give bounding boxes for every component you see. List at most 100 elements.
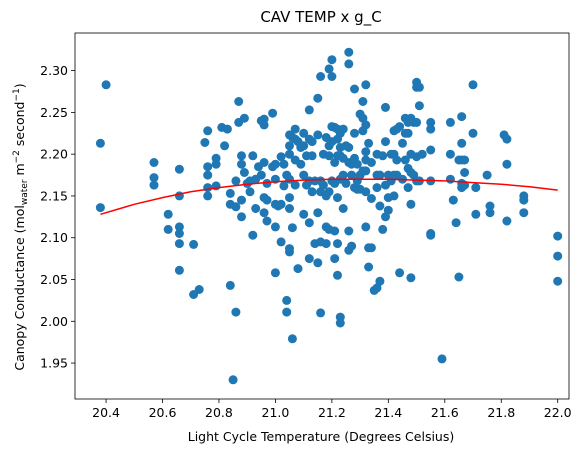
data-point-116 xyxy=(313,258,323,268)
data-point-16 xyxy=(194,285,204,294)
data-point-20 xyxy=(203,170,213,180)
data-point-21 xyxy=(203,183,213,193)
x-tick-label: 20.8 xyxy=(205,405,233,420)
data-point-229 xyxy=(400,155,410,165)
data-point-13 xyxy=(174,265,184,275)
data-point-243 xyxy=(412,117,422,127)
data-point-250 xyxy=(426,117,436,127)
data-point-59 xyxy=(262,178,272,188)
trend-line xyxy=(100,178,558,216)
data-point-163 xyxy=(344,143,354,152)
data-point-260 xyxy=(448,195,458,205)
data-point-205 xyxy=(378,151,388,161)
data-point-103 xyxy=(304,105,314,115)
data-point-113 xyxy=(313,93,323,103)
y-tick-label: 2.00 xyxy=(40,314,68,329)
data-point-272 xyxy=(468,80,478,90)
data-point-114 xyxy=(313,130,323,140)
data-point-213 xyxy=(383,205,393,215)
data-point-171 xyxy=(350,128,359,138)
data-point-121 xyxy=(316,308,326,318)
data-point-169 xyxy=(347,241,357,251)
data-point-11 xyxy=(174,229,184,238)
data-point-40 xyxy=(237,195,246,205)
data-point-288 xyxy=(553,276,563,286)
data-point-79 xyxy=(285,141,294,151)
y-axis-label: Canopy Conductance (molwater m−2 second−… xyxy=(12,83,30,370)
data-point-231 xyxy=(403,128,413,138)
data-point-32 xyxy=(228,375,238,385)
data-point-142 xyxy=(330,254,340,264)
data-point-148 xyxy=(333,270,342,280)
data-point-47 xyxy=(248,151,258,161)
data-point-106 xyxy=(304,218,314,228)
data-point-43 xyxy=(239,168,249,177)
data-point-82 xyxy=(285,193,294,203)
data-point-94 xyxy=(293,264,303,274)
data-point-275 xyxy=(471,209,481,219)
data-point-42 xyxy=(239,113,249,123)
data-point-58 xyxy=(259,208,269,218)
data-point-92 xyxy=(290,180,300,190)
data-point-265 xyxy=(457,138,467,148)
data-point-17 xyxy=(200,138,210,147)
x-tick-label: 20.6 xyxy=(149,405,177,420)
data-point-60 xyxy=(262,195,272,205)
data-point-85 xyxy=(285,247,294,257)
data-point-67 xyxy=(270,222,280,232)
data-point-1 xyxy=(95,203,105,213)
data-point-73 xyxy=(279,159,289,169)
data-point-55 xyxy=(259,120,269,130)
y-tick-label: 1.95 xyxy=(40,356,68,371)
chart-title: CAV TEMP x g_C xyxy=(260,8,381,27)
data-point-246 xyxy=(414,82,424,92)
data-point-180 xyxy=(358,97,368,106)
data-point-206 xyxy=(378,224,388,234)
data-point-70 xyxy=(276,152,286,162)
data-point-158 xyxy=(338,204,348,213)
data-point-115 xyxy=(313,208,323,218)
data-point-190 xyxy=(361,222,371,232)
data-point-4 xyxy=(149,173,159,183)
plot-area-frame xyxy=(74,32,570,400)
data-point-219 xyxy=(389,191,399,201)
data-point-273 xyxy=(468,128,478,138)
data-point-130 xyxy=(324,151,334,161)
y-tick-label: 2.20 xyxy=(40,147,68,162)
data-points xyxy=(95,47,563,385)
data-point-83 xyxy=(285,204,294,213)
data-point-202 xyxy=(375,170,385,180)
data-point-62 xyxy=(268,108,278,118)
data-point-146 xyxy=(333,193,342,203)
data-point-257 xyxy=(445,117,455,127)
data-point-252 xyxy=(426,145,436,155)
x-tick-label: 21.4 xyxy=(374,405,402,420)
y-tick-label: 2.15 xyxy=(40,188,68,203)
data-point-255 xyxy=(426,230,436,240)
data-point-274 xyxy=(471,183,481,193)
data-point-168 xyxy=(347,170,357,180)
x-axis-ticks: 20.4 20.6 20.8 21.0 21.2 21.4 21.6 21.8 22.0 xyxy=(92,399,572,420)
data-point-100 xyxy=(299,209,309,219)
data-point-191 xyxy=(364,138,374,148)
data-point-207 xyxy=(381,102,390,112)
data-point-3 xyxy=(149,158,159,167)
data-point-7 xyxy=(163,224,173,234)
data-point-80 xyxy=(285,149,294,159)
data-point-87 xyxy=(287,223,297,233)
data-point-61 xyxy=(262,216,272,226)
data-point-264 xyxy=(457,112,467,122)
data-point-278 xyxy=(485,208,495,218)
data-point-238 xyxy=(406,273,416,283)
data-point-31 xyxy=(225,280,235,290)
data-point-203 xyxy=(375,201,385,211)
data-point-123 xyxy=(318,180,328,190)
data-point-224 xyxy=(395,268,405,278)
data-point-35 xyxy=(231,307,241,317)
data-point-99 xyxy=(299,170,309,180)
data-point-127 xyxy=(321,239,331,249)
data-point-18 xyxy=(203,126,213,136)
data-point-237 xyxy=(406,199,416,209)
data-point-282 xyxy=(502,216,512,226)
